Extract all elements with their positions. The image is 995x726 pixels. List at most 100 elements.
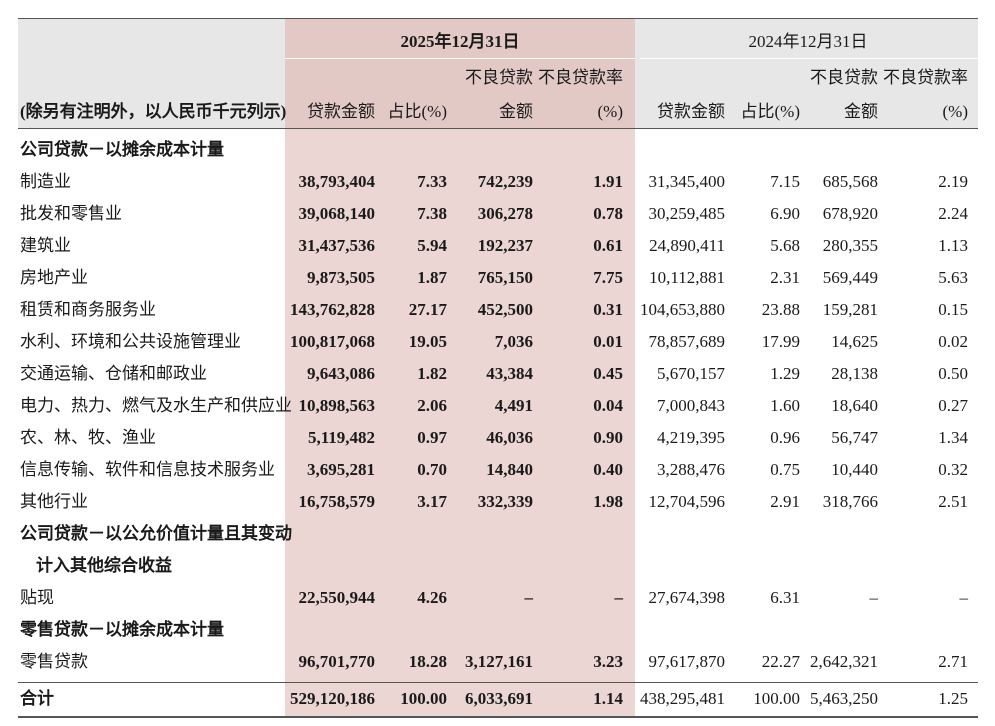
cell: 2.51 [938,492,968,511]
period-date: 2024年12月31日 [748,32,868,51]
cell: 6.90 [770,204,800,223]
cell: 27.17 [408,300,447,319]
cell: 0.15 [938,300,968,319]
total-label: 合计 [20,689,54,708]
row-label: 批发和零售业 [20,204,122,223]
cell: 0.31 [593,300,623,319]
cell: 678,920 [822,204,878,223]
section-heading: 计入其他综合收益 [36,556,172,575]
section-heading: 零售贷款－以摊余成本计量 [20,620,224,639]
cell: 5.94 [417,236,447,255]
cell: 2.31 [770,268,800,287]
cell: 97,617,870 [648,652,726,671]
column-header: 不良贷款 [465,68,533,87]
cell: – [614,588,624,607]
cell: 10,112,881 [649,268,725,287]
cell: 14,625 [831,332,878,351]
cell: 2.91 [770,492,800,511]
cell: 0.27 [938,396,968,415]
cell: 0.75 [770,460,800,479]
cell: 30,259,485 [648,204,726,223]
cell: 10,440 [831,460,878,479]
cell: 0.78 [593,204,623,223]
column-note: (除另有注明外，以人民币千元列示) [20,102,287,121]
cell: 31,437,536 [298,236,376,255]
cell: 0.40 [593,460,623,479]
rule [18,18,978,19]
column-header: 金额 [844,102,878,121]
section-heading: 公司贷款－以摊余成本计量 [20,140,224,159]
rule [18,128,978,129]
cell: 280,355 [822,236,878,255]
cell: – [524,588,534,607]
cell: 14,840 [486,460,533,479]
cell: 2.19 [938,172,968,191]
row-label: 贴现 [20,588,54,607]
total-cell: 1.25 [938,689,968,708]
cell: 1.98 [593,492,623,511]
row-label: 建筑业 [20,236,71,255]
rule [640,58,978,59]
cell: 1.87 [417,268,447,287]
cell: 9,873,505 [307,268,375,287]
cell: 685,568 [822,172,878,191]
cell: 4.26 [417,588,447,607]
column-header: 不良贷款率 [538,68,623,87]
cell: 78,857,689 [648,332,726,351]
cell: 332,339 [477,492,533,511]
cell: 452,500 [477,300,533,319]
cell: 3.17 [417,492,447,511]
cell: 7.15 [770,172,800,191]
cell: 7.38 [417,204,447,223]
column-header: (%) [597,102,623,121]
cell: 9,643,086 [307,364,375,383]
cell: 28,138 [831,364,878,383]
cell: 0.61 [593,236,623,255]
cell: 3.23 [593,652,623,671]
cell: 7.33 [417,172,447,191]
total-cell: 100.00 [753,689,800,708]
cell: 0.45 [593,364,623,383]
cell: 1.34 [938,428,968,447]
cell: 569,449 [822,268,878,287]
cell: 6.31 [770,588,800,607]
header-2025-bg [285,18,635,128]
row-label: 房地产业 [20,268,88,287]
cell: 22,550,944 [298,588,376,607]
cell: 24,890,411 [649,236,725,255]
cell: 5.63 [938,268,968,287]
cell: – [959,588,969,607]
column-header: 不良贷款率 [883,68,968,87]
cell: 7,000,843 [657,396,725,415]
row-label: 电力、热力、燃气及水生产和供应业 [20,396,292,415]
cell: 104,653,880 [640,300,725,319]
cell: 742,239 [477,172,533,191]
cell: 22.27 [761,652,800,671]
cell: 5,670,157 [657,364,725,383]
cell: 4,491 [494,396,533,415]
cell: 56,747 [831,428,878,447]
total-cell: 6,033,691 [465,689,533,708]
cell: 1.91 [593,172,623,191]
cell: 1.13 [938,236,968,255]
cell: 7,036 [494,332,533,351]
total-cell: 100.00 [400,689,447,708]
row-label: 制造业 [20,172,71,191]
cell: 17.99 [761,332,800,351]
cell: 1.60 [770,396,800,415]
cell: 306,278 [477,204,533,223]
cell: 0.04 [593,396,623,415]
cell: 0.90 [593,428,623,447]
rule [18,716,978,718]
cell: 192,237 [477,236,533,255]
cell: 23.88 [761,300,800,319]
cell: 96,701,770 [298,652,376,671]
column-header: (%) [942,102,968,121]
row-label: 交通运输、仓储和邮政业 [20,364,207,383]
row-label: 信息传输、软件和信息技术服务业 [20,460,275,479]
cell: 5,119,482 [307,428,375,447]
cell: 0.96 [770,428,800,447]
row-label: 农、林、牧、渔业 [20,428,156,447]
cell: 0.70 [417,460,447,479]
